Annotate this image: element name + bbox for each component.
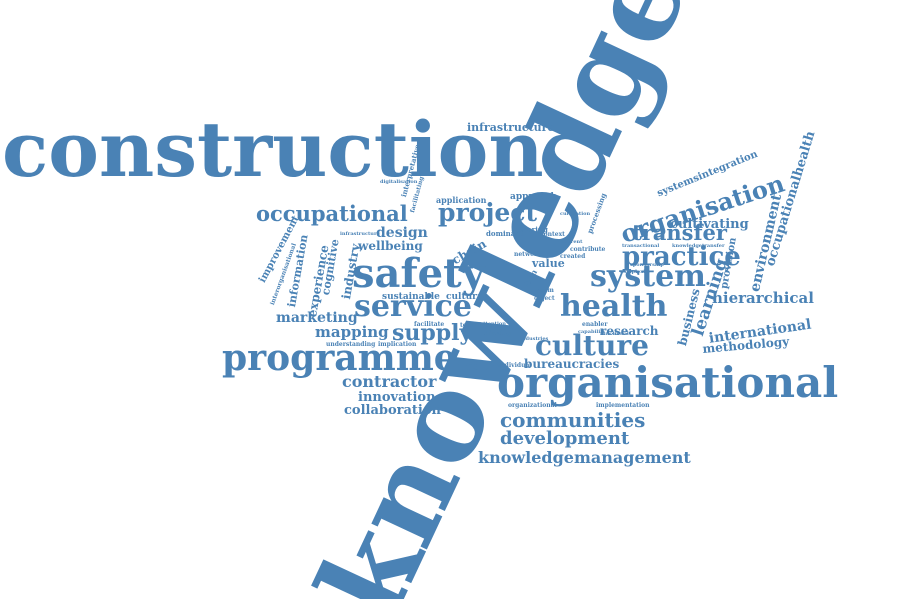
word-transactional: transactional bbox=[622, 243, 660, 249]
word-dominant: dominant bbox=[486, 229, 524, 238]
word-infrastructure: infrastructure bbox=[467, 121, 555, 134]
word-enabler: enabler bbox=[582, 321, 608, 328]
word-project: project bbox=[438, 198, 538, 227]
word-cultural: cultural bbox=[446, 292, 487, 302]
word-sharing: sharing bbox=[518, 225, 548, 234]
word-supply: supply bbox=[392, 320, 473, 346]
word-programme: programme bbox=[222, 337, 457, 379]
word-complexity: complexity bbox=[620, 269, 651, 275]
word-positive: positive bbox=[458, 360, 507, 373]
word-implementation: implementation bbox=[596, 402, 650, 409]
word-sponsorship: sponsorship bbox=[630, 262, 664, 268]
word-technique: technique bbox=[460, 322, 494, 329]
word-sustainable: sustainable bbox=[382, 292, 440, 302]
word-development: development bbox=[500, 428, 630, 449]
word-organizational: organizational bbox=[508, 402, 557, 409]
word-thinking: thinking bbox=[482, 330, 511, 337]
word-application: application bbox=[436, 195, 487, 205]
word-knowledgetransfer: knowledgetransfer bbox=[672, 243, 725, 249]
word-organisational: organisational bbox=[497, 358, 839, 407]
word-mapping: mapping bbox=[315, 323, 389, 341]
word-implication: implication bbox=[378, 341, 417, 348]
word-contractor: contractor bbox=[342, 372, 437, 391]
word-norm: norm bbox=[536, 287, 554, 294]
word-cultivating: cultivating bbox=[670, 217, 749, 232]
word-knowledgemanagement: knowledgemanagement bbox=[478, 448, 691, 467]
word-construction: construction bbox=[2, 105, 544, 194]
word-culture: culture bbox=[535, 329, 649, 362]
word-attention: attention bbox=[480, 321, 506, 327]
word-communities: communities bbox=[500, 408, 646, 432]
word-understanding: understanding bbox=[326, 341, 376, 348]
word-individual: individual bbox=[498, 362, 532, 369]
word-object: object bbox=[534, 295, 555, 302]
word-digitalisation: digitalisation bbox=[380, 179, 418, 185]
word-bureaucracies: bureaucracies bbox=[524, 357, 620, 371]
word-service: service bbox=[354, 289, 472, 324]
word-value: value bbox=[532, 257, 565, 270]
word-research: research bbox=[600, 324, 659, 338]
word-industries: industries bbox=[520, 336, 549, 342]
word-network: network bbox=[514, 251, 542, 258]
word-created: created bbox=[560, 253, 586, 260]
word-safety: safety bbox=[352, 250, 485, 297]
word-facilitate: facilitate bbox=[414, 321, 445, 328]
word-wellbeing: wellbeing bbox=[358, 239, 423, 253]
word-practice: practice bbox=[622, 242, 741, 272]
word-collaboration: collaboration bbox=[344, 403, 441, 418]
word-marketing: marketing bbox=[276, 310, 358, 326]
word-functional: functional bbox=[600, 331, 629, 337]
word-occupational: occupational bbox=[256, 201, 408, 226]
word-design: design bbox=[376, 225, 428, 241]
word-hierarchical: hierarchical bbox=[712, 289, 814, 307]
word-approach: approach bbox=[510, 192, 558, 202]
word-transfer: transfer bbox=[632, 220, 727, 245]
word-context: context bbox=[540, 231, 565, 238]
word-system: system bbox=[590, 259, 706, 294]
word-health: health bbox=[560, 289, 668, 324]
word-cultivation: cultivation bbox=[560, 211, 591, 217]
word-capability: capability bbox=[578, 329, 606, 335]
word-contribute: contribute bbox=[570, 246, 606, 253]
word-infrastructure-small: infrastructure bbox=[340, 231, 380, 237]
word-different: different bbox=[558, 239, 583, 245]
word-innovation: innovation bbox=[358, 390, 436, 405]
